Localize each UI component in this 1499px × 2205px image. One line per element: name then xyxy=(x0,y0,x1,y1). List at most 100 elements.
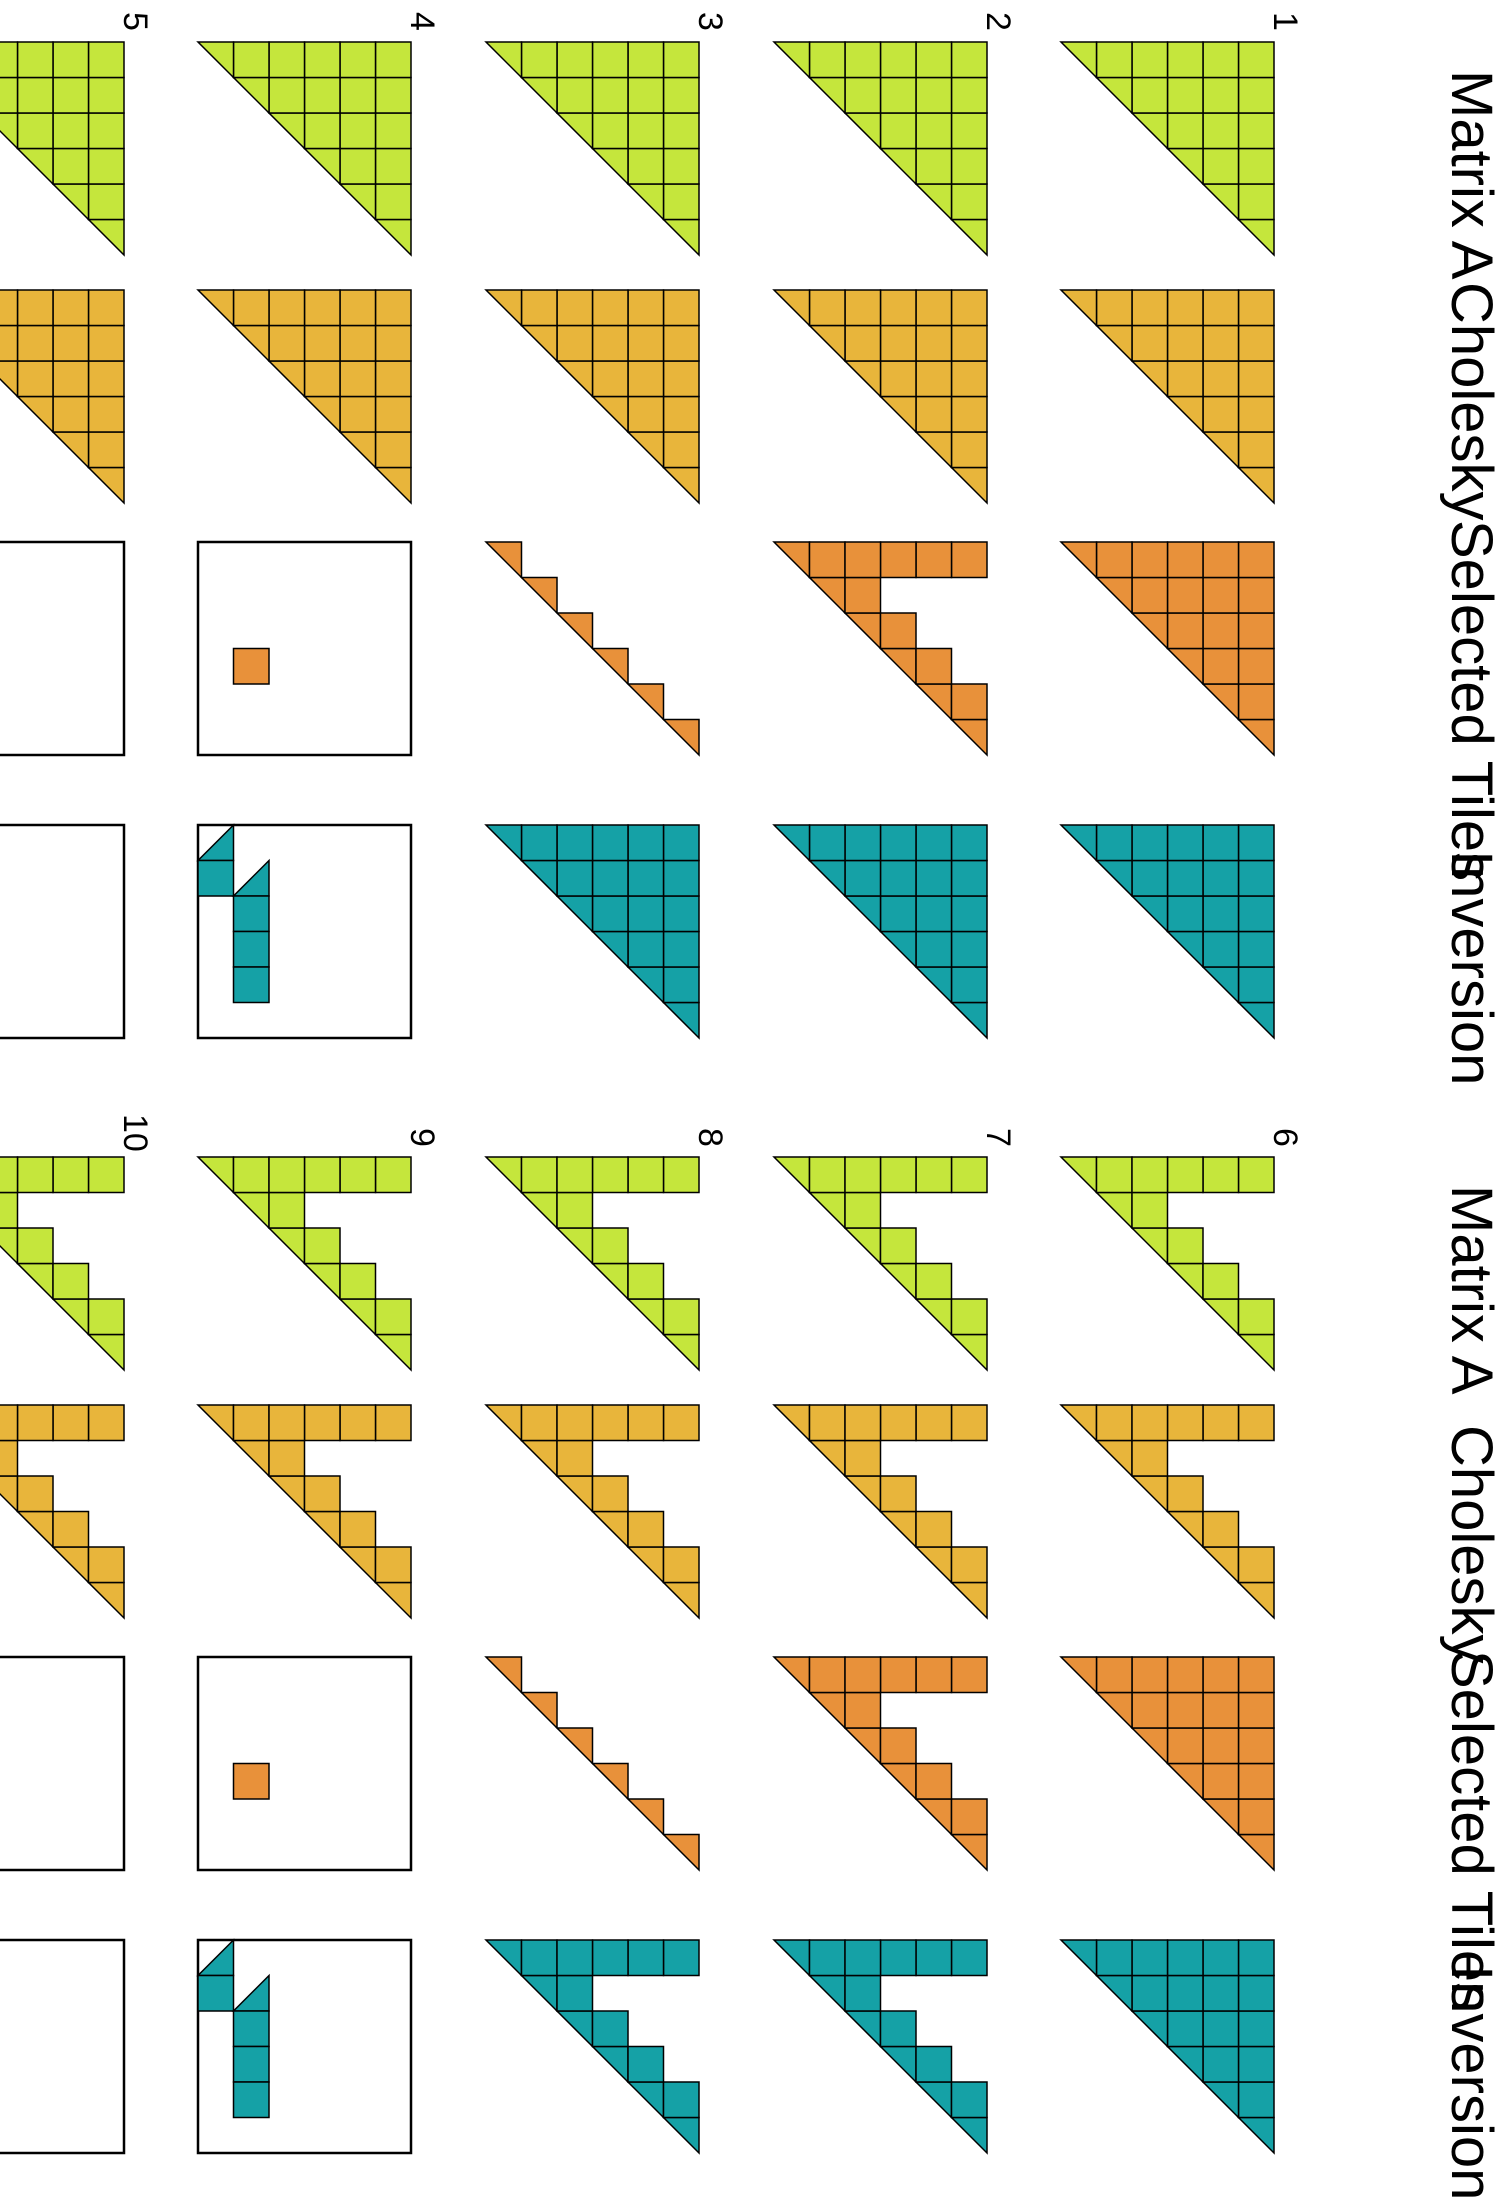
tile xyxy=(87,41,125,79)
diagonal-tile xyxy=(519,1191,558,1230)
tile xyxy=(1166,1691,1204,1729)
tile xyxy=(1202,1656,1240,1694)
tile xyxy=(87,289,125,327)
tile xyxy=(950,76,988,114)
diagonal-tile xyxy=(807,1974,846,2013)
tile xyxy=(52,76,90,114)
tile xyxy=(339,324,377,362)
triangle-cholesky xyxy=(1059,1404,1275,1620)
diagonal-tile xyxy=(843,2010,882,2049)
tile xyxy=(87,395,125,433)
tile xyxy=(268,1191,306,1229)
tile xyxy=(0,1191,19,1229)
tile xyxy=(1202,395,1240,433)
diagonal-tile xyxy=(1201,183,1240,222)
tile xyxy=(915,895,953,933)
tile xyxy=(1166,41,1204,79)
tile xyxy=(339,112,377,150)
tile xyxy=(268,1156,306,1194)
tile xyxy=(0,1404,19,1442)
tile xyxy=(950,1156,988,1194)
tile xyxy=(844,1439,882,1477)
tile xyxy=(1202,1404,1240,1442)
triangle-inversion xyxy=(1059,1939,1275,2155)
step-number: 8 xyxy=(691,1128,729,1147)
tile xyxy=(1131,41,1169,79)
tile xyxy=(1131,76,1169,114)
tile xyxy=(627,824,665,862)
tile xyxy=(915,112,953,150)
tile xyxy=(950,930,988,968)
tile xyxy=(339,395,377,433)
diagonal-tile xyxy=(338,1298,377,1337)
tile xyxy=(1202,612,1240,650)
tile xyxy=(844,1656,882,1694)
tile xyxy=(950,2081,988,2119)
tile xyxy=(950,41,988,79)
diagonal-tile xyxy=(1130,112,1169,151)
tile xyxy=(1237,2081,1275,2119)
diagonal-tile xyxy=(1165,930,1204,969)
diagonal-tile xyxy=(302,147,341,186)
tile xyxy=(0,289,19,327)
tile xyxy=(339,1404,377,1442)
diagonal-tile xyxy=(1236,1581,1275,1620)
tile xyxy=(627,360,665,398)
tile xyxy=(556,76,594,114)
tile xyxy=(232,895,270,933)
panel-step-10 xyxy=(0,1156,126,2155)
tile xyxy=(662,930,700,968)
tile xyxy=(1237,147,1275,185)
tile xyxy=(268,1439,306,1477)
tile xyxy=(1131,859,1169,897)
tile xyxy=(1166,360,1204,398)
tile xyxy=(662,824,700,862)
triangle-matrix_a xyxy=(1059,1156,1275,1372)
tile xyxy=(520,1156,558,1194)
tile xyxy=(232,1404,270,1442)
diagonal-tile xyxy=(51,183,90,222)
tile xyxy=(915,824,953,862)
diagonal-tile xyxy=(51,1546,90,1585)
panel-step-1 xyxy=(1059,41,1275,1040)
tile xyxy=(374,112,412,150)
tile xyxy=(16,41,54,79)
tile xyxy=(662,1156,700,1194)
diagonal-tile xyxy=(1059,541,1098,580)
header-selected-tiles-right: Selected Tiles xyxy=(1439,1650,1499,2011)
diagonal-tile xyxy=(772,289,811,328)
tile xyxy=(87,1298,125,1336)
diagonal-tile xyxy=(196,41,235,80)
tile xyxy=(1202,289,1240,327)
tile xyxy=(879,76,917,114)
tile xyxy=(915,930,953,968)
tile xyxy=(556,859,594,897)
rotated-figure: Matrix A Cholesky Selected Tiles Inversi… xyxy=(0,12,1499,2200)
tile xyxy=(52,289,90,327)
tile xyxy=(844,324,882,362)
step-number: 6 xyxy=(1266,1128,1304,1147)
tile xyxy=(52,360,90,398)
tile xyxy=(662,395,700,433)
tile xyxy=(1237,2045,1275,2083)
tile xyxy=(1237,431,1275,469)
panel-step-5 xyxy=(0,41,126,1040)
tile xyxy=(1237,1939,1275,1977)
tile xyxy=(879,859,917,897)
step-number: 1 xyxy=(1266,12,1304,31)
tile xyxy=(1237,41,1275,79)
tile xyxy=(591,360,629,398)
tile xyxy=(1131,1191,1169,1229)
tile xyxy=(662,1404,700,1442)
tile xyxy=(1202,647,1240,685)
tile xyxy=(556,1439,594,1477)
tile xyxy=(1202,41,1240,79)
tile xyxy=(950,859,988,897)
tile xyxy=(87,431,125,469)
diagonal-tile xyxy=(86,466,125,505)
diagonal-tile xyxy=(373,466,412,505)
tile xyxy=(662,1546,700,1584)
tile xyxy=(303,324,341,362)
diagonal-tile xyxy=(843,1475,882,1514)
diagonal-tile xyxy=(373,1581,412,1620)
